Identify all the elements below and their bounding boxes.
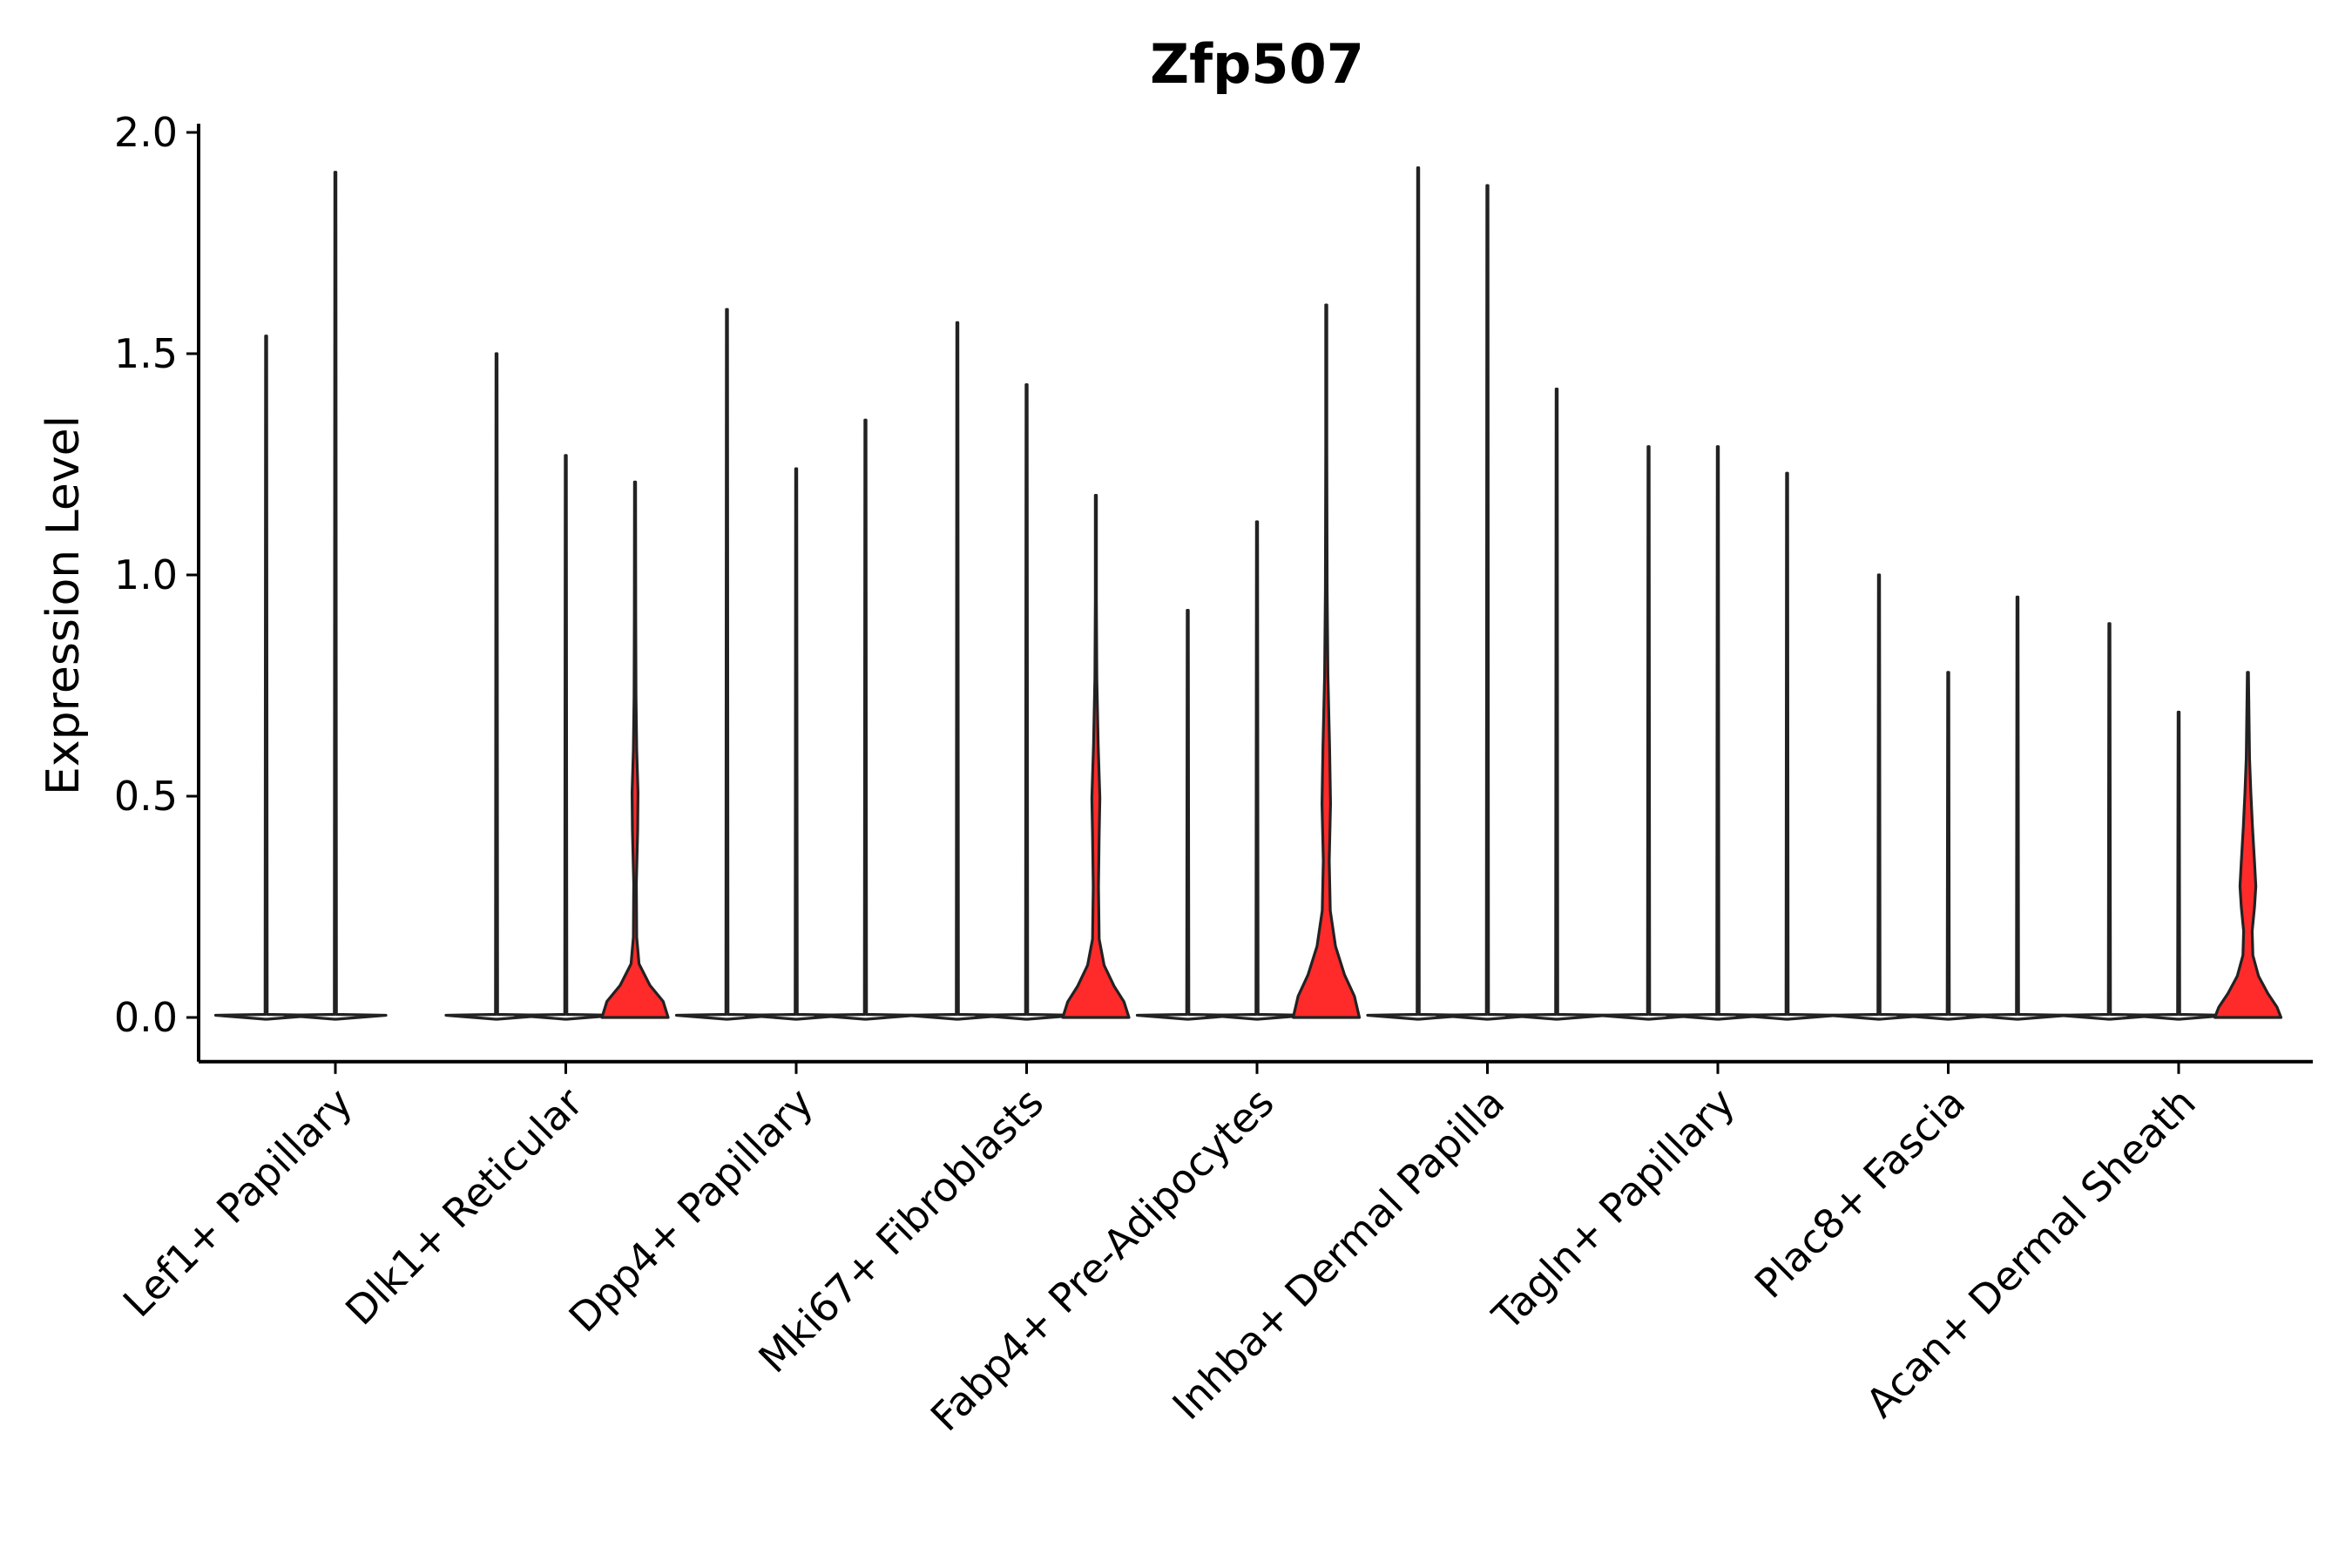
y-tick-label: 0.5 (114, 773, 178, 820)
y-tick-label: 2.0 (114, 109, 178, 156)
x-tick-label: Dlk1+ Reticular (336, 1078, 591, 1334)
violin-1 (213, 335, 319, 1021)
violin-17 (1504, 388, 1609, 1021)
violin-4 (513, 454, 618, 1021)
x-tick-label: Dpp4+ Papillary (560, 1078, 822, 1341)
violin-2 (283, 171, 388, 1021)
x-tick-label: Tagln+ Papillary (1483, 1078, 1744, 1340)
violin-5 (600, 480, 670, 1019)
violin-23 (1965, 595, 2070, 1021)
violin-13 (1205, 520, 1309, 1021)
violin-7 (744, 467, 848, 1021)
x-tick-label: Lef1+ Papillary (114, 1078, 362, 1326)
violin-20 (1734, 471, 1840, 1021)
violins (213, 166, 2283, 1021)
violin-3 (444, 352, 549, 1021)
violin-25 (2126, 710, 2231, 1021)
violin-9 (905, 321, 1010, 1021)
violin-19 (1666, 445, 1770, 1021)
violin-11 (1061, 494, 1131, 1019)
x-tick-label: Plac8+ Fascia (1746, 1078, 1974, 1307)
y-axis-label: Expression Level (37, 416, 90, 795)
violin-8 (813, 418, 918, 1021)
y-tick-label: 0.0 (114, 994, 178, 1041)
y-axis: 0.0 0.5 1.0 1.5 2.0 (114, 109, 200, 1062)
violin-24 (2057, 622, 2162, 1021)
violin-21 (1827, 573, 1931, 1021)
violin-15 (1366, 166, 1470, 1021)
violin-16 (1435, 184, 1540, 1021)
y-tick-label: 1.0 (114, 551, 178, 598)
violin-10 (974, 383, 1079, 1021)
violin-6 (674, 308, 780, 1021)
y-tick-label: 1.5 (114, 330, 178, 377)
violin-22 (1896, 671, 2001, 1021)
violin-18 (1596, 445, 1701, 1021)
violin-12 (1135, 609, 1240, 1021)
chart-title: Zfp507 (1150, 32, 1364, 96)
violin-14 (1291, 303, 1362, 1019)
violin-26 (2213, 671, 2283, 1019)
